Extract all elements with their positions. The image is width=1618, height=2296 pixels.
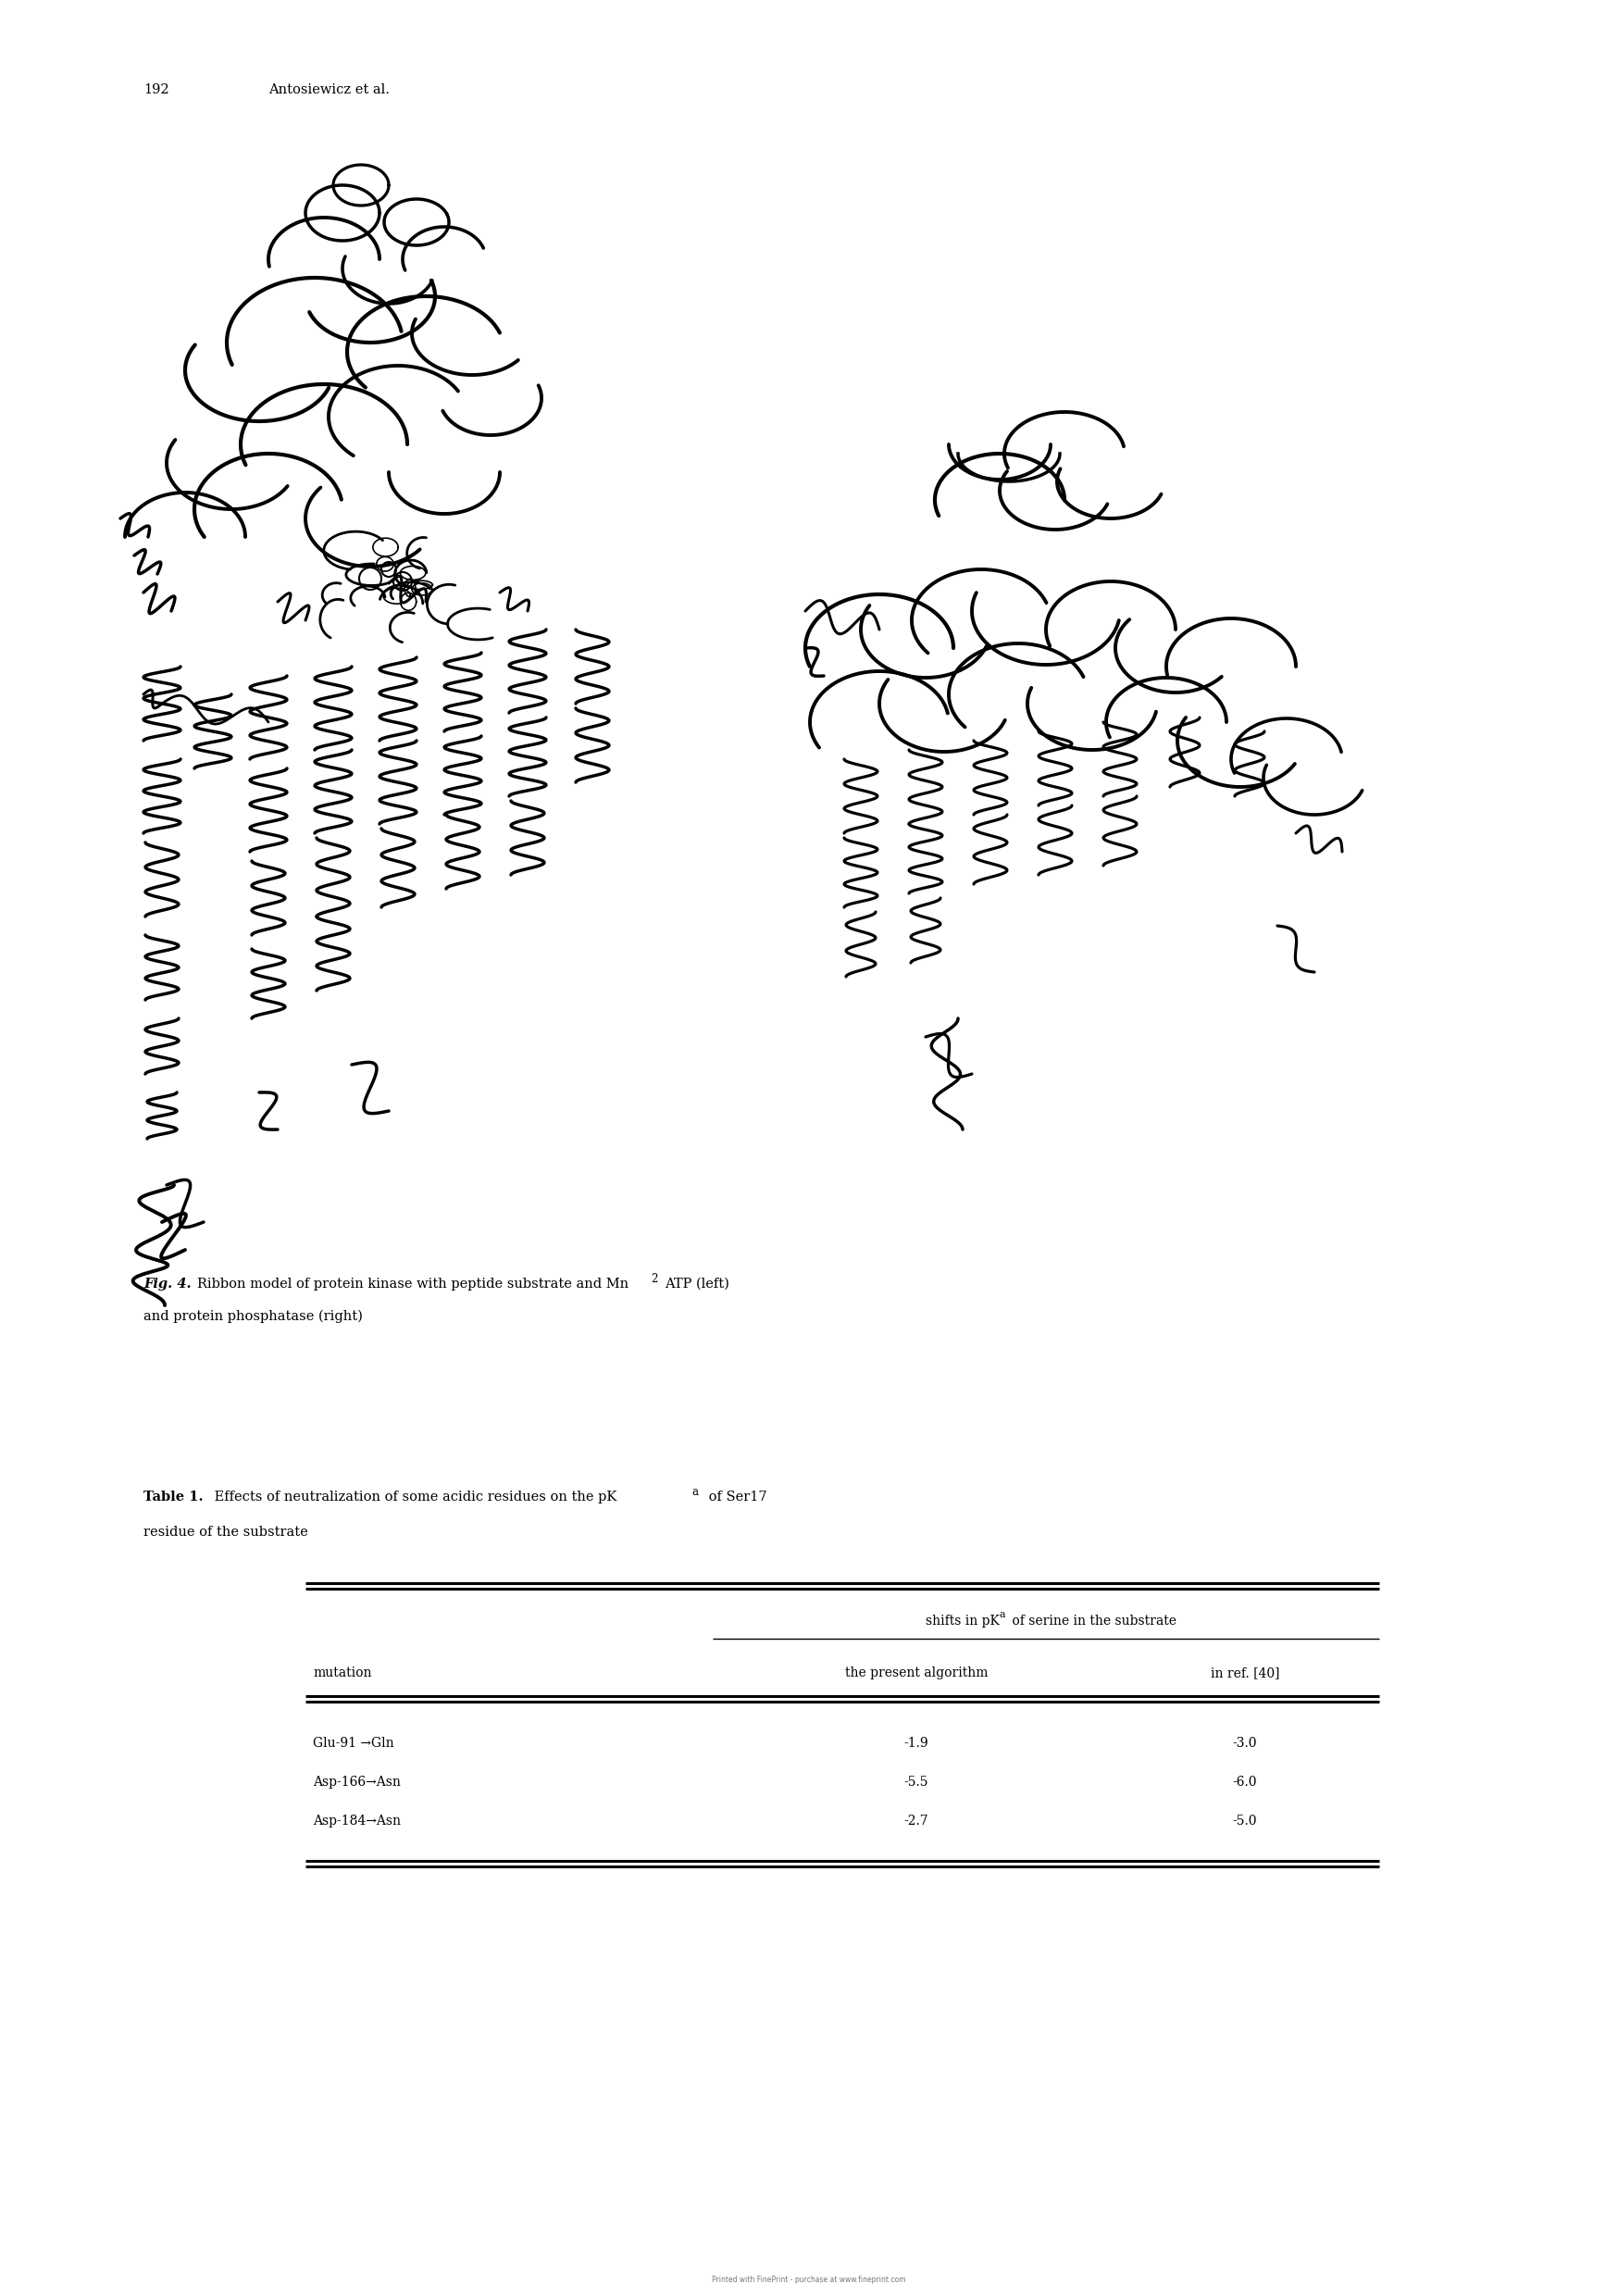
Text: -5.5: -5.5 (904, 1775, 929, 1789)
Text: of Ser17: of Ser17 (704, 1490, 767, 1504)
Text: in ref. [40]: in ref. [40] (1210, 1667, 1280, 1678)
Text: 192: 192 (144, 83, 168, 96)
Text: Printed with FinePrint - purchase at www.fineprint.com: Printed with FinePrint - purchase at www… (712, 2275, 906, 2285)
Text: Asp-166→Asn: Asp-166→Asn (312, 1775, 401, 1789)
Text: and protein phosphatase (right): and protein phosphatase (right) (144, 1311, 362, 1322)
Text: ATP (left): ATP (left) (665, 1277, 730, 1290)
Text: the present algorithm: the present algorithm (845, 1667, 989, 1678)
Text: a: a (1000, 1609, 1006, 1619)
Text: Fig. 4.: Fig. 4. (144, 1277, 191, 1290)
Text: Antosiewicz et al.: Antosiewicz et al. (269, 83, 390, 96)
Text: Table 1.: Table 1. (144, 1490, 204, 1504)
Text: -6.0: -6.0 (1233, 1775, 1257, 1789)
Text: -3.0: -3.0 (1233, 1736, 1257, 1750)
Text: residue of the substrate: residue of the substrate (144, 1527, 307, 1538)
Text: mutation: mutation (312, 1667, 372, 1678)
Text: -5.0: -5.0 (1233, 1814, 1257, 1828)
Text: of serine in the substrate: of serine in the substrate (1008, 1614, 1176, 1628)
Text: -2.7: -2.7 (904, 1814, 929, 1828)
Text: Effects of neutralization of some acidic residues on the pK: Effects of neutralization of some acidic… (210, 1490, 616, 1504)
Text: Ribbon model of protein kinase with peptide substrate and Mn: Ribbon model of protein kinase with pept… (197, 1277, 629, 1290)
Text: 2: 2 (650, 1272, 657, 1286)
Text: -1.9: -1.9 (904, 1736, 929, 1750)
Text: Glu-91 →Gln: Glu-91 →Gln (312, 1736, 393, 1750)
Text: a: a (691, 1486, 697, 1497)
Text: Asp-184→Asn: Asp-184→Asn (312, 1814, 401, 1828)
Text: shifts in pK: shifts in pK (925, 1614, 1000, 1628)
